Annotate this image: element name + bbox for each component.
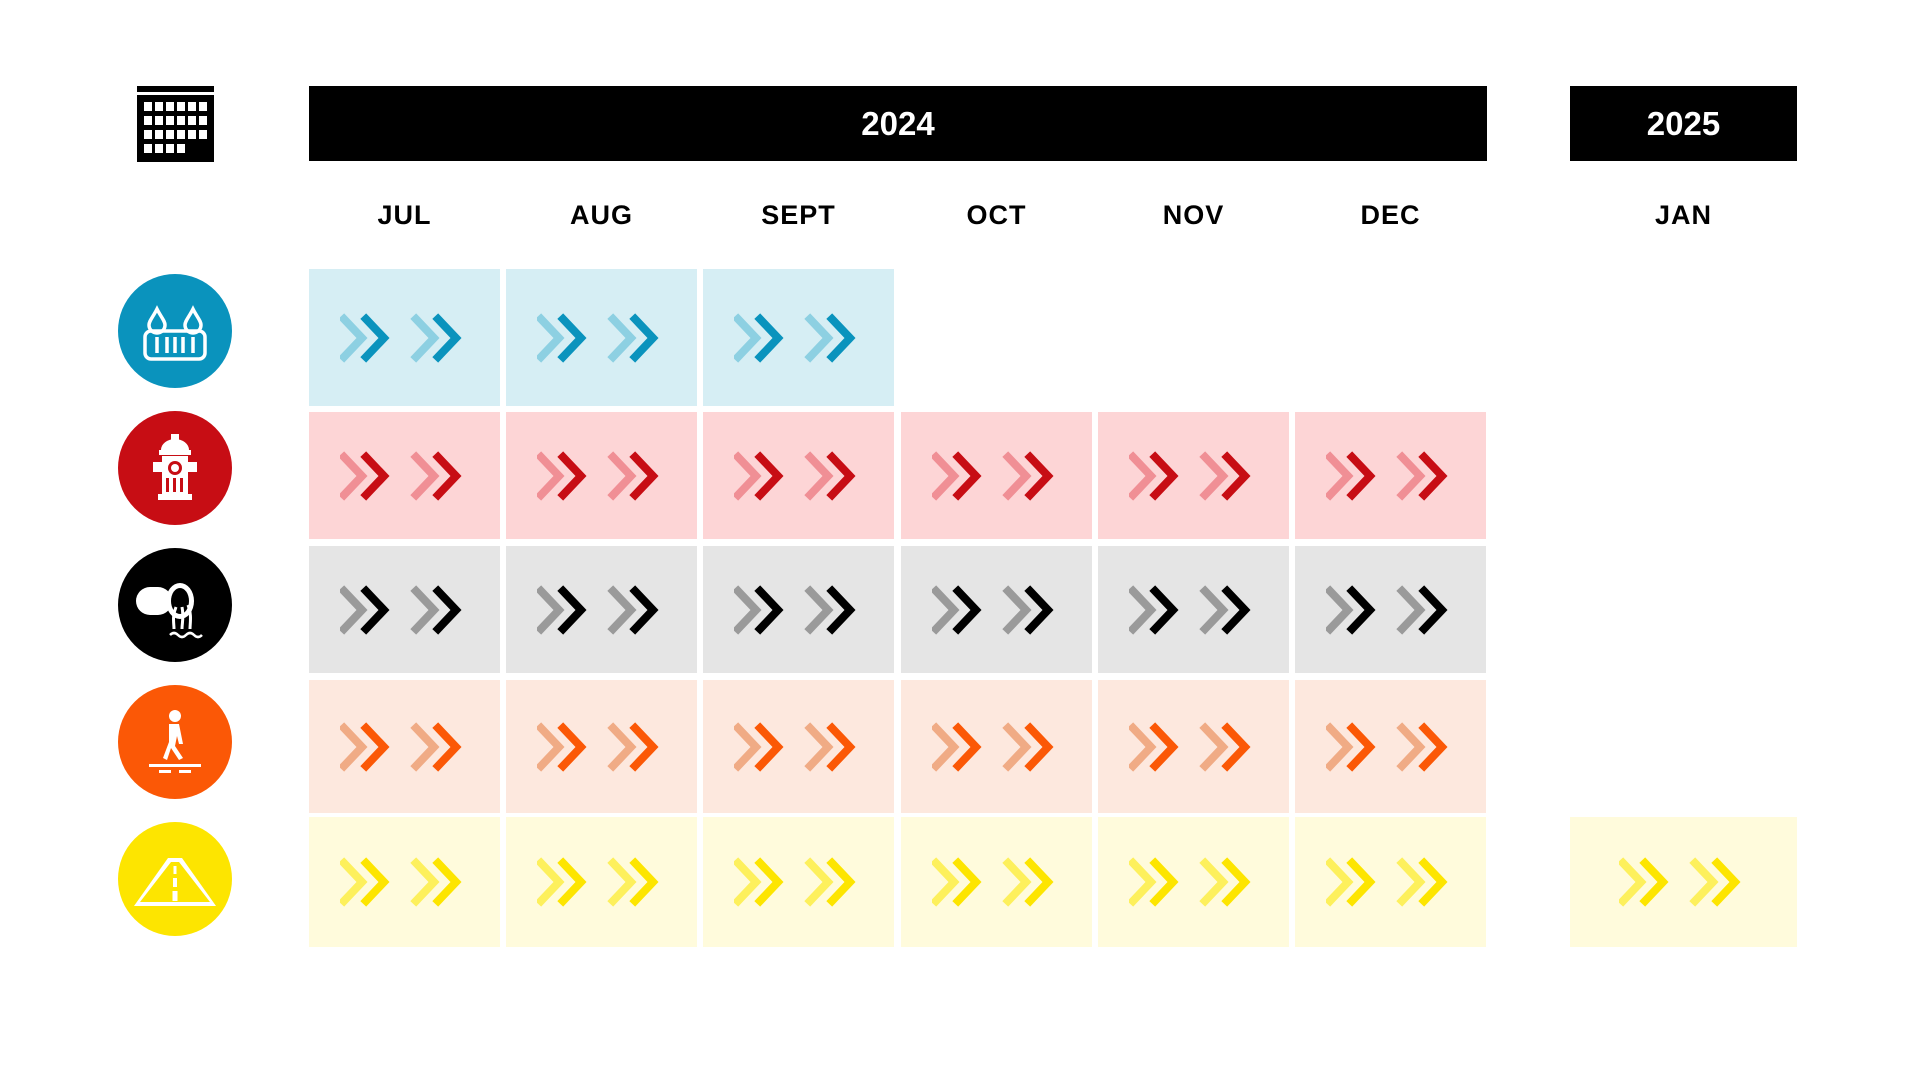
fire-hydrant-icon — [118, 411, 232, 525]
cell-water-jul — [309, 269, 500, 406]
cell-fire-hydrant-sept — [703, 412, 894, 539]
cell-sidewalk-aug — [506, 680, 697, 813]
calendar-icon — [137, 86, 214, 162]
chevron-arrows-icon — [931, 584, 1054, 635]
cell-road-oct — [901, 817, 1092, 947]
cell-fire-hydrant-nov — [1098, 412, 1289, 539]
cell-road-jan — [1570, 817, 1797, 947]
cell-sidewalk-sept — [703, 680, 894, 813]
road-icon — [118, 822, 232, 936]
chevron-arrows-icon — [1128, 584, 1251, 635]
chevron-arrows-icon — [1325, 584, 1448, 635]
chevron-arrows-icon — [339, 450, 462, 501]
cell-sewer-jul — [309, 546, 500, 673]
cell-sewer-nov — [1098, 546, 1289, 673]
chevron-arrows-icon — [1618, 857, 1741, 907]
chevron-arrows-icon — [536, 312, 659, 363]
chevron-arrows-icon — [339, 721, 462, 772]
chevron-arrows-icon — [1128, 450, 1251, 501]
cell-fire-hydrant-dec — [1295, 412, 1486, 539]
chevron-arrows-icon — [733, 721, 856, 772]
cell-road-aug — [506, 817, 697, 947]
chevron-arrows-icon — [931, 450, 1054, 501]
cell-sidewalk-oct — [901, 680, 1092, 813]
month-jan: JAN — [1654, 200, 1712, 230]
chevron-arrows-icon — [536, 450, 659, 501]
month-sept: SEPT — [761, 200, 836, 230]
chevron-arrows-icon — [733, 312, 856, 363]
month-dec: DEC — [1360, 200, 1421, 230]
year-2025-label: 2025 — [1646, 104, 1721, 142]
cell-sewer-oct — [901, 546, 1092, 673]
month-oct: OCT — [966, 200, 1027, 230]
chevron-arrows-icon — [733, 584, 856, 635]
cell-sidewalk-nov — [1098, 680, 1289, 813]
month-aug: AUG — [570, 200, 633, 230]
month-nov: NOV — [1162, 200, 1225, 230]
cell-sewer-aug — [506, 546, 697, 673]
chevron-arrows-icon — [733, 450, 856, 501]
chevron-arrows-icon — [733, 857, 856, 907]
cell-fire-hydrant-oct — [901, 412, 1092, 539]
cell-water-aug — [506, 269, 697, 406]
cell-sewer-dec — [1295, 546, 1486, 673]
cell-fire-hydrant-jul — [309, 412, 500, 539]
sewer-pipe-icon — [118, 548, 232, 662]
chevron-arrows-icon — [1128, 857, 1251, 907]
cell-sewer-sept — [703, 546, 894, 673]
year-2024-bar: 2024 — [309, 86, 1487, 161]
chevron-arrows-icon — [339, 857, 462, 907]
chevron-arrows-icon — [1325, 450, 1448, 501]
chevron-arrows-icon — [1128, 721, 1251, 772]
cell-road-dec — [1295, 817, 1486, 947]
chevron-arrows-icon — [536, 721, 659, 772]
cell-water-sept — [703, 269, 894, 406]
cell-fire-hydrant-aug — [506, 412, 697, 539]
year-2024-label: 2024 — [861, 104, 935, 142]
cell-road-sept — [703, 817, 894, 947]
pedestrian-icon — [118, 685, 232, 799]
chevron-arrows-icon — [1325, 857, 1448, 907]
month-jul: JUL — [377, 200, 432, 230]
chevron-arrows-icon — [339, 312, 462, 363]
chevron-arrows-icon — [536, 584, 659, 635]
chevron-arrows-icon — [931, 721, 1054, 772]
cell-sidewalk-jul — [309, 680, 500, 813]
water-drain-icon — [118, 274, 232, 388]
chevron-arrows-icon — [931, 857, 1054, 907]
chevron-arrows-icon — [536, 857, 659, 907]
cell-road-jul — [309, 817, 500, 947]
chevron-arrows-icon — [1325, 721, 1448, 772]
chevron-arrows-icon — [339, 584, 462, 635]
year-2025-bar: 2025 — [1570, 86, 1797, 161]
cell-road-nov — [1098, 817, 1289, 947]
cell-sidewalk-dec — [1295, 680, 1486, 813]
